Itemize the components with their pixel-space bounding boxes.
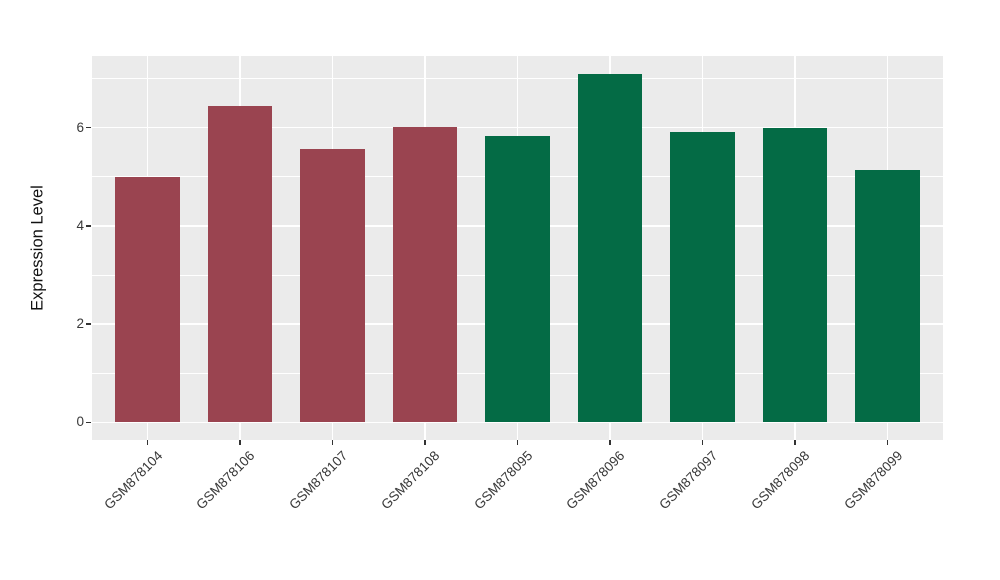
x-tick-mark <box>146 440 149 445</box>
bar-GSM878104 <box>115 176 180 423</box>
y-tick-label: 2 <box>76 316 84 332</box>
x-tick-mark <box>239 440 241 445</box>
y-tick-label: 6 <box>76 119 84 135</box>
bar-GSM878096 <box>577 73 643 423</box>
x-tick-mark <box>886 440 889 445</box>
x-tick-label: GSM878107 <box>285 448 351 513</box>
x-tick-label: GSM878099 <box>840 448 906 513</box>
y-tick-mark <box>86 323 91 325</box>
y-tick-label: 0 <box>76 414 84 430</box>
y-tick-label: 4 <box>76 217 84 233</box>
x-tick-mark <box>794 440 796 445</box>
bar-GSM878106 <box>207 105 273 423</box>
y-axis-title-text: Expression Level <box>28 185 47 311</box>
x-tick-label: GSM878096 <box>563 448 628 513</box>
x-tick-label: GSM878108 <box>378 448 443 513</box>
x-tick-label: GSM878098 <box>748 448 813 513</box>
plot-panel <box>92 56 943 440</box>
bar-GSM878095 <box>485 135 550 423</box>
bar-GSM878097 <box>670 132 735 423</box>
x-tick-label: GSM878097 <box>655 448 721 513</box>
x-tick-mark <box>331 440 334 445</box>
x-tick-mark <box>424 440 426 445</box>
y-tick-mark <box>86 225 91 227</box>
x-tick-label: GSM878104 <box>100 448 166 513</box>
x-tick-mark <box>516 440 519 445</box>
bar-GSM878107 <box>300 148 365 423</box>
y-tick-mark <box>86 127 91 129</box>
x-tick-mark <box>609 440 611 445</box>
bar-GSM878099 <box>855 169 920 423</box>
x-tick-mark <box>701 440 704 445</box>
bar-GSM878098 <box>762 127 828 423</box>
x-tick-label: GSM878095 <box>470 448 536 513</box>
bar-GSM878108 <box>392 126 458 423</box>
x-tick-label: GSM878106 <box>193 448 258 513</box>
y-tick-mark <box>86 421 91 423</box>
